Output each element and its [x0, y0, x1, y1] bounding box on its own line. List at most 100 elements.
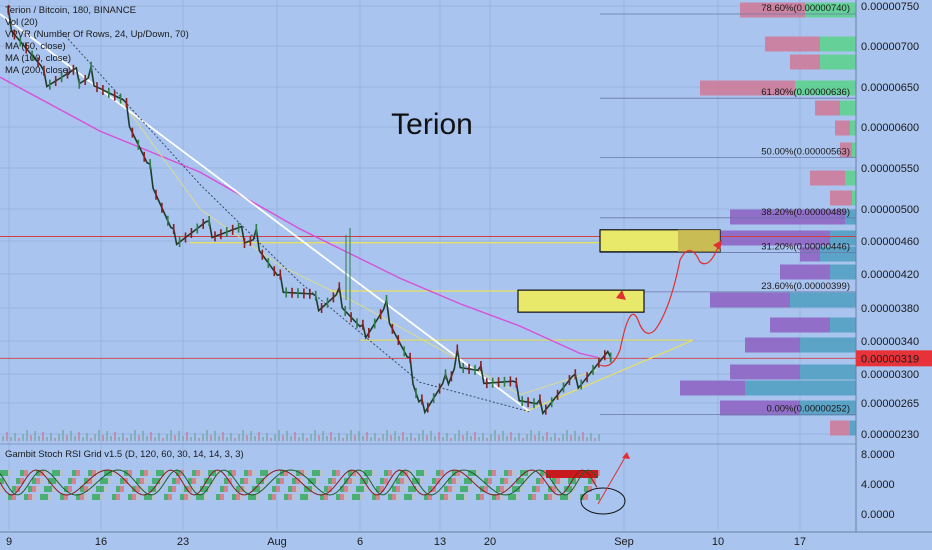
rsi-grid-block — [472, 470, 476, 476]
rsi-grid-block — [108, 470, 112, 476]
rsi-grid-block — [460, 486, 464, 492]
volume-bar — [50, 433, 52, 441]
rsi-grid-block — [432, 478, 436, 484]
rsi-grid-block — [416, 478, 420, 484]
volume-profile-up-bar — [845, 170, 856, 186]
volume-bar — [294, 432, 296, 441]
volume-bar — [58, 434, 60, 441]
volume-profile-up-bar — [790, 292, 856, 308]
volume-bar — [158, 433, 160, 441]
volume-bar — [154, 437, 156, 441]
rsi-grid-block — [208, 486, 212, 492]
volume-bar — [486, 438, 488, 441]
rsi-grid-block — [188, 478, 192, 484]
volume-bar — [246, 435, 248, 441]
rsi-indicator-title: Gambit Stoch RSI Grid v1.5 (D, 120, 60, … — [5, 449, 244, 460]
volume-profile-down-bar — [835, 120, 850, 136]
volume-bar — [94, 434, 96, 441]
volume-bar — [98, 430, 100, 441]
price-line — [7, 9, 612, 416]
rsi-grid-block — [512, 494, 516, 500]
volume-bar — [446, 433, 448, 441]
rsi-grid-block — [152, 494, 156, 500]
rsi-grid-block — [192, 478, 196, 484]
rsi-grid-block — [308, 494, 312, 500]
rsi-grid-block — [152, 486, 156, 492]
rsi-grid-block — [104, 478, 108, 484]
rsi-grid-block — [368, 470, 372, 476]
volume-bar — [166, 434, 168, 441]
rsi-grid-block — [508, 478, 512, 484]
rsi-grid-block — [420, 470, 424, 476]
rsi-grid-block — [496, 494, 500, 500]
volume-bar — [314, 430, 316, 441]
rsi-grid-block — [548, 494, 552, 500]
rsi-grid-block — [188, 486, 192, 492]
volume-bar — [410, 433, 412, 441]
volume-bar — [530, 430, 532, 441]
rsi-grid-block — [356, 486, 360, 492]
rsi-grid-block — [56, 470, 60, 476]
rsi-grid-block — [560, 478, 564, 484]
rsi-grid-block — [44, 470, 48, 476]
rsi-grid-block — [52, 478, 56, 484]
volume-bar — [366, 432, 368, 441]
time-tick-label: 6 — [357, 536, 363, 548]
volume-bar — [318, 435, 320, 441]
rsi-grid-block — [520, 478, 524, 484]
rsi-grid-block — [36, 478, 40, 484]
volume-bar — [406, 437, 408, 441]
volume-bar — [474, 432, 476, 441]
rsi-grid-block — [540, 470, 544, 476]
rsi-grid-block — [296, 486, 300, 492]
rsi-grid-block — [284, 494, 288, 500]
volume-profile — [680, 2, 856, 436]
rsi-grid-block — [400, 470, 404, 476]
volume-profile-down-bar — [720, 230, 830, 246]
rsi-grid-block — [588, 478, 592, 484]
ma-200-line — [0, 76, 599, 359]
volume-bar — [226, 437, 228, 441]
volume-bar — [374, 433, 376, 441]
rsi-grid-block — [276, 478, 280, 484]
rsi-grid-block — [28, 486, 32, 492]
rsi-grid-block — [176, 478, 180, 484]
rsi-grid-block — [36, 486, 40, 492]
volume-bar — [542, 436, 544, 441]
rsi-grid-block — [224, 478, 228, 484]
rsi-grid-block — [120, 478, 124, 484]
rsi-grid-block — [136, 478, 140, 484]
volume-bar — [594, 438, 596, 441]
rsi-grid-block — [32, 486, 36, 492]
rsi-grid-block — [76, 494, 80, 500]
volume-bar — [494, 430, 496, 441]
rsi-grid-block — [476, 470, 480, 476]
rsi-grid-block — [416, 470, 420, 476]
volume-bar — [454, 434, 456, 441]
rsi-grid-block — [96, 494, 100, 500]
rsi-grid-block — [320, 494, 324, 500]
rsi-grid-block — [556, 486, 560, 492]
volume-bar — [578, 436, 580, 441]
rsi-grid-block — [188, 494, 192, 500]
volume-bar — [138, 435, 140, 441]
rsi-grid-block — [376, 486, 380, 492]
rsi-grid-block — [448, 486, 452, 492]
rsi-grid-block — [140, 470, 144, 476]
rsi-grid-block — [240, 494, 244, 500]
volume-bar — [418, 434, 420, 441]
rsi-grid-block — [272, 486, 276, 492]
ma-100-line — [119, 98, 599, 396]
rsi-grid-block — [92, 478, 96, 484]
rsi-grid-block — [44, 486, 48, 492]
rsi-grid-block — [428, 486, 432, 492]
volume-bar — [426, 435, 428, 441]
rsi-grid-block — [48, 486, 52, 492]
volume-bar — [150, 432, 152, 441]
rsi-grid-block — [112, 494, 116, 500]
rsi-grid-block — [172, 486, 176, 492]
rsi-grid-block — [248, 494, 252, 500]
rsi-grid-block — [508, 470, 512, 476]
rsi-grid-block — [504, 478, 508, 484]
